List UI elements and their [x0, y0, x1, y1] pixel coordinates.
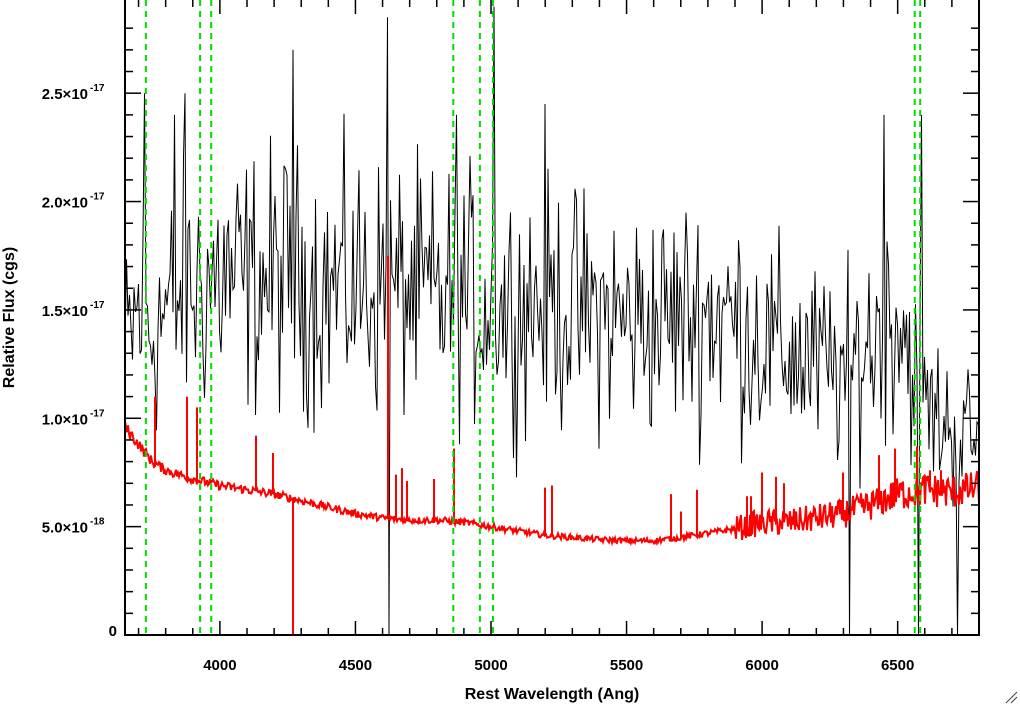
tick-labels: 4000 4500 5000 5500 6000 6500 0 5.0×10 -18 1.0×10…	[42, 83, 915, 674]
y-tick-exponent: -17	[90, 83, 105, 94]
y-tick-label: 5.0×10	[42, 520, 88, 537]
y-tick-label: 2.5×10	[42, 86, 88, 103]
observed-spectrum-line	[124, 6, 979, 636]
x-tick-label: 5500	[610, 657, 643, 674]
x-tick-label: 6500	[881, 657, 914, 674]
y-tick-exponent: -17	[90, 300, 105, 311]
axis-ticks	[125, 0, 980, 635]
emission-line-markers	[144, 0, 922, 635]
y-tick-label: 0	[109, 623, 117, 640]
y-tick-label: 2.0×10	[42, 195, 88, 212]
y-tick-label: 1.5×10	[42, 303, 88, 320]
y-tick-exponent: -18	[90, 517, 105, 528]
y-tick-label: 1.0×10	[42, 411, 88, 428]
y-axis-label: Relative Flux (cgs)	[1, 247, 18, 388]
y-tick-exponent: -17	[90, 408, 105, 419]
x-tick-label: 6000	[745, 657, 778, 674]
x-tick-label: 4500	[339, 657, 372, 674]
x-tick-label: 4000	[203, 657, 236, 674]
resize-grip-icon[interactable]	[1004, 690, 1018, 704]
model-spectrum-line	[124, 255, 980, 635]
x-tick-label: 5000	[474, 657, 507, 674]
y-tick-exponent: -17	[90, 192, 105, 203]
plot-frame	[124, 0, 980, 636]
x-axis-label: Rest Wavelength (Ang)	[465, 686, 640, 703]
series-layer	[124, 6, 980, 636]
